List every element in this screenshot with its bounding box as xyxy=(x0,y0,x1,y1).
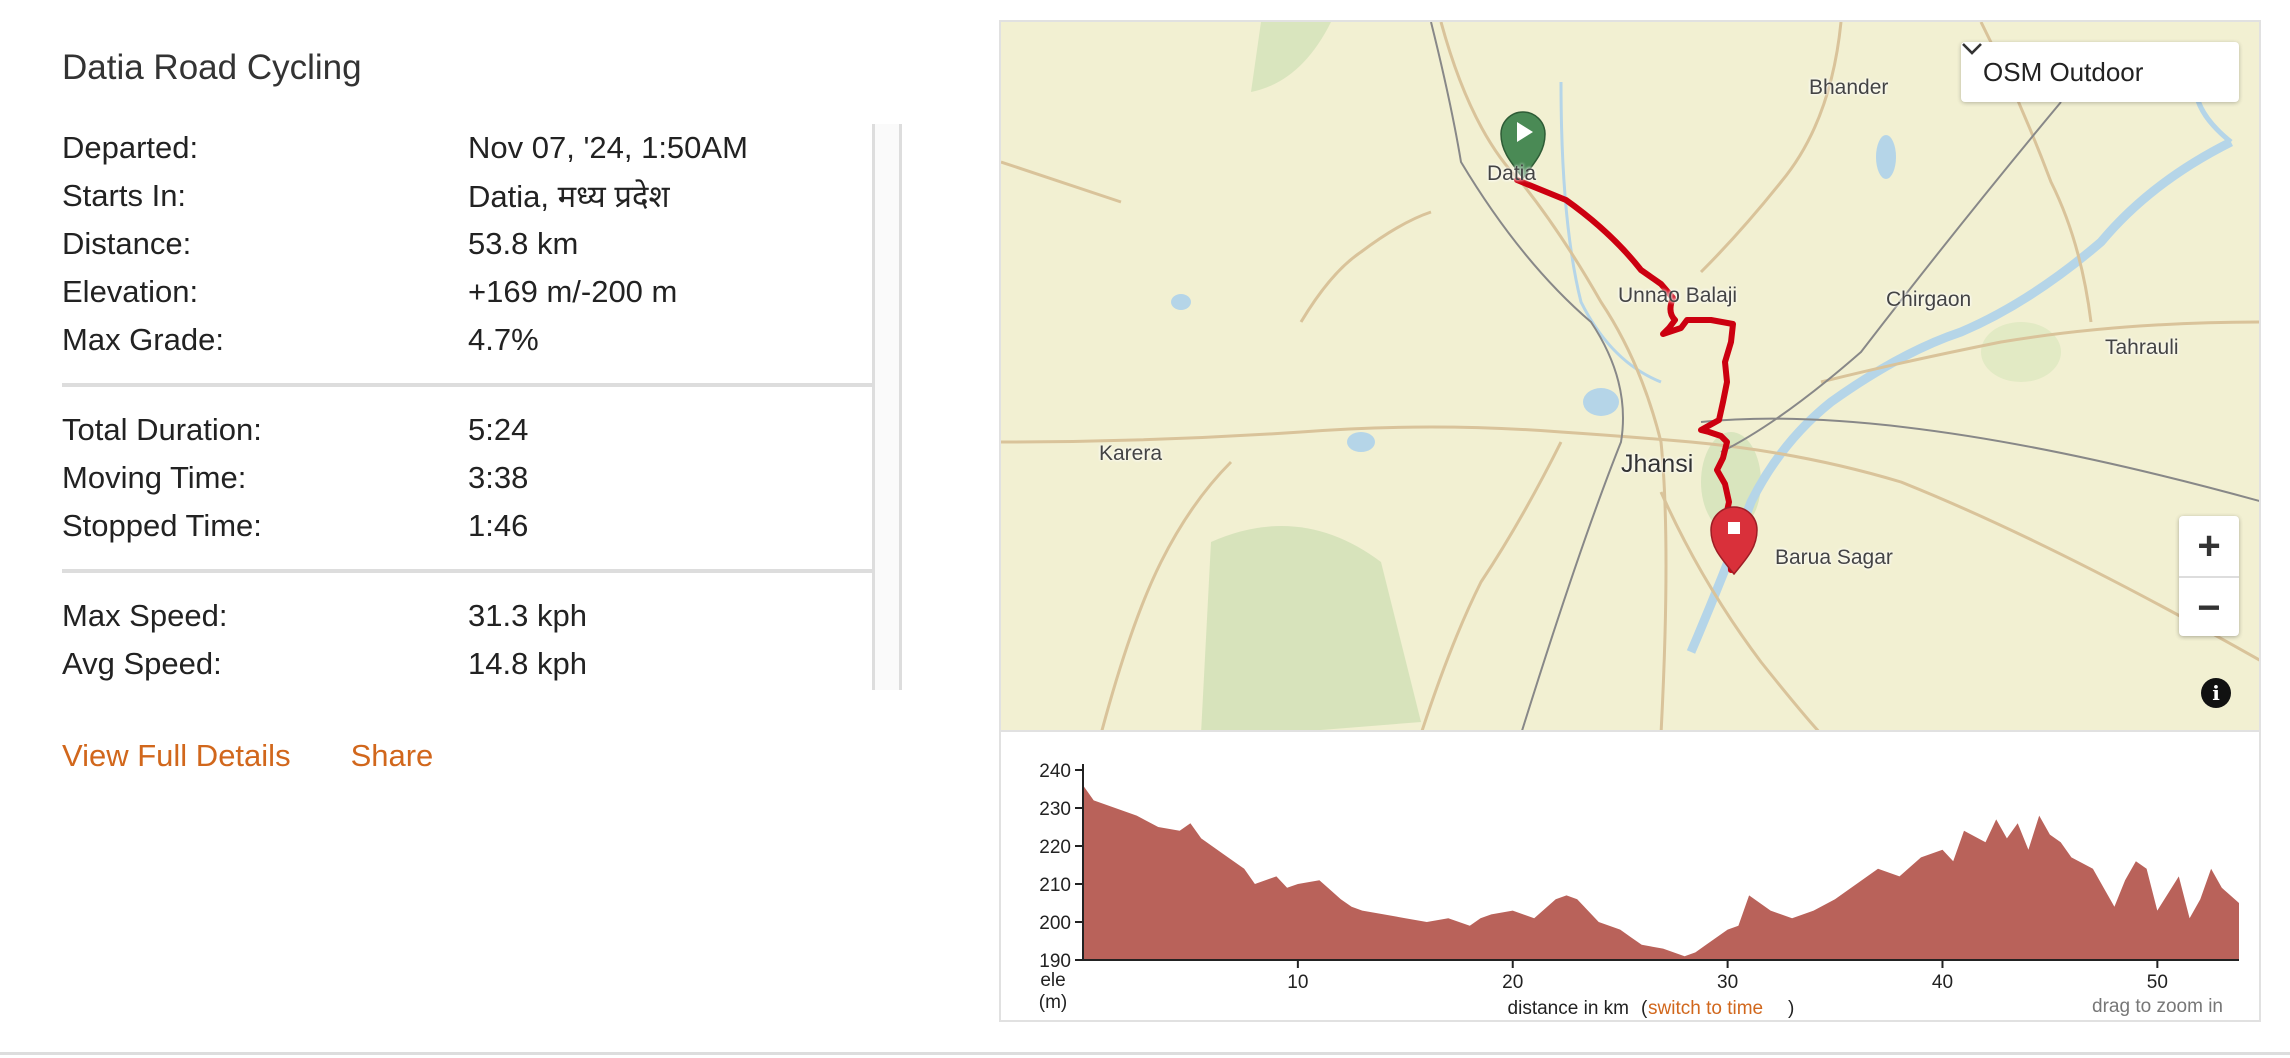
divider xyxy=(62,569,874,573)
stat-value: 5:24 xyxy=(468,412,529,447)
stat-label: Moving Time: xyxy=(62,460,247,495)
stat-value: 53.8 km xyxy=(468,226,579,261)
stat-value: +169 m/-200 m xyxy=(468,274,678,309)
stats-table: Departed: Nov 07, '24, 1:50AM Starts In: Da… xyxy=(62,124,874,688)
zoom-out-button[interactable]: − xyxy=(2197,585,2221,630)
stat-value: 3:38 xyxy=(468,460,529,495)
y-tick-label: 200 xyxy=(1039,913,1071,934)
y-tick-label: 210 xyxy=(1039,875,1071,896)
place-label-karera: Karera xyxy=(1099,442,1163,465)
stat-row: Moving Time: 3:38 xyxy=(62,454,872,502)
end-marker-icon[interactable] xyxy=(1710,506,1758,576)
x-tick-label: 10 xyxy=(1287,972,1308,993)
x-tick-label: 50 xyxy=(2147,972,2168,993)
x-tick-label: 20 xyxy=(1502,972,1523,993)
stat-value: Datia, मध्य प्रदेश xyxy=(468,179,670,214)
attribution-info-icon[interactable]: i xyxy=(2201,678,2231,708)
drag-zoom-hint: drag to zoom in xyxy=(2092,996,2223,1017)
stat-value: Nov 07, '24, 1:50AM xyxy=(468,130,748,165)
chevron-down-icon xyxy=(1962,43,1982,55)
stat-value: 1:46 xyxy=(468,508,529,543)
stat-label: Avg Speed: xyxy=(62,646,222,681)
stat-label: Departed: xyxy=(62,130,199,165)
stat-row: Distance: 53.8 km xyxy=(62,220,872,268)
stat-label: Elevation: xyxy=(62,274,199,309)
stat-label: Max Grade: xyxy=(62,322,224,357)
start-marker-icon[interactable] xyxy=(1500,111,1546,180)
stat-value: 14.8 kph xyxy=(468,646,587,681)
route-line xyxy=(1514,177,1736,573)
stat-label: Total Duration: xyxy=(62,412,262,447)
map-layer-select[interactable]: OSM Outdoor xyxy=(1961,42,2239,102)
zoom-in-button[interactable]: + xyxy=(2179,516,2239,578)
y-tick-label: 240 xyxy=(1039,761,1071,782)
ride-title: Datia Road Cycling xyxy=(62,48,362,87)
place-label-datia: Datia xyxy=(1487,162,1537,185)
place-label-jhansi: Jhansi xyxy=(1621,450,1694,478)
stat-label: Max Speed: xyxy=(62,598,228,633)
map-canvas xyxy=(1001,22,2259,730)
elevation-chart-svg: 190 200 210 220 230 240 10 20 30 40 50 ele (m) dis… xyxy=(1039,761,2239,1019)
y-tick-label: 230 xyxy=(1039,799,1071,820)
y-tick-label: 190 xyxy=(1039,951,1071,972)
map-layer-value: OSM Outdoor xyxy=(1983,56,2144,87)
place-label-barua-sagar: Barua Sagar xyxy=(1775,546,1893,569)
zoom-control: + − xyxy=(2179,516,2239,636)
stat-row: Starts In: Datia, मध्य प्रदेश xyxy=(62,172,872,220)
place-label-chirgaon: Chirgaon xyxy=(1886,288,1972,311)
x-tick-label: 40 xyxy=(1932,972,1953,993)
stat-row: Elevation: +169 m/-200 m xyxy=(62,268,872,316)
stat-row: Departed: Nov 07, '24, 1:50AM xyxy=(62,124,872,172)
elevation-chart[interactable]: 190 200 210 220 230 240 10 20 30 40 50 ele (m) dis… xyxy=(999,732,2261,1022)
stat-value: 31.3 kph xyxy=(468,598,587,633)
x-axis-paren-open: ( xyxy=(1641,998,1648,1019)
stat-row: Avg Speed: 14.8 kph xyxy=(62,640,872,688)
x-axis-label: distance in km xyxy=(1508,998,1629,1019)
place-label-tahrauli: Tahrauli xyxy=(2105,336,2179,359)
route-map[interactable]: Bhander Datia Unnao Balaji Chirgaon Tahr… xyxy=(999,20,2261,732)
place-label-unnao: Unnao Balaji xyxy=(1618,284,1738,307)
stat-row: Max Speed: 31.3 kph xyxy=(62,592,872,640)
stat-row: Stopped Time: 1:46 xyxy=(62,502,872,550)
y-tick-label: 220 xyxy=(1039,837,1071,858)
switch-to-time-link[interactable]: switch to time xyxy=(1648,998,1763,1019)
page-bottom-border xyxy=(0,1052,2290,1055)
share-link[interactable]: Share xyxy=(350,738,434,773)
stat-label: Distance: xyxy=(62,226,192,261)
view-full-details-link[interactable]: View Full Details xyxy=(62,738,291,773)
stat-row: Max Grade: 4.7% xyxy=(62,316,872,364)
y-axis-label-unit: (m) xyxy=(1039,992,1067,1013)
stat-value: 4.7% xyxy=(468,322,539,357)
stat-label: Starts In: xyxy=(62,178,187,213)
stat-label: Stopped Time: xyxy=(62,508,262,543)
elevation-area xyxy=(1083,785,2239,960)
place-label-bhander: Bhander xyxy=(1809,76,1889,99)
scroll-gutter xyxy=(872,124,902,690)
y-axis-label-ele: ele xyxy=(1040,970,1065,991)
divider xyxy=(62,383,874,387)
x-tick-label: 30 xyxy=(1717,972,1738,993)
x-axis-paren-close: ) xyxy=(1788,998,1794,1019)
stat-row: Total Duration: 5:24 xyxy=(62,406,872,454)
ride-links: View Full Details Share xyxy=(62,738,433,774)
